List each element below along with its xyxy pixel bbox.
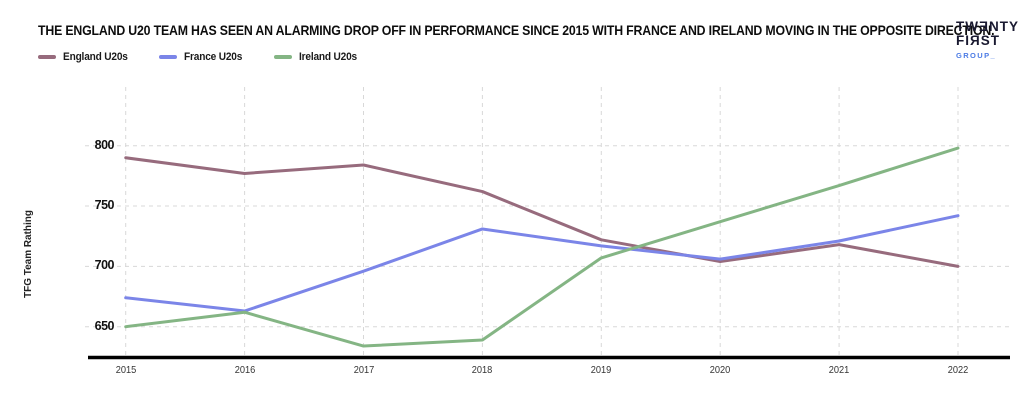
legend-marker bbox=[159, 55, 178, 59]
legend-marker bbox=[273, 55, 292, 59]
series-line-france-u20s bbox=[124, 214, 960, 313]
logo-word-first: FIЯST bbox=[956, 33, 1000, 48]
x-tick-label: 2019 bbox=[591, 364, 612, 376]
y-axis-title: TFG Team Rathing bbox=[22, 210, 34, 298]
series-line-ireland-u20s bbox=[124, 146, 960, 348]
y-tick-label: 650 bbox=[94, 318, 115, 333]
x-tick-label: 2017 bbox=[353, 364, 374, 376]
x-tick-label: 2016 bbox=[234, 364, 255, 376]
logo-word-twenty: TWƎNTY bbox=[956, 19, 1019, 34]
legend-item-ireland-u20s: Ireland U20s bbox=[273, 51, 362, 63]
x-tick-label: 2020 bbox=[709, 364, 731, 376]
legend-label: France U20s bbox=[184, 51, 243, 63]
legend-item-france-u20s: France U20s bbox=[159, 51, 247, 63]
y-tick-label: 800 bbox=[94, 137, 115, 152]
logo-word-group: GROUP_ bbox=[956, 51, 997, 60]
y-tick-label: 700 bbox=[94, 258, 115, 273]
x-tick-label: 2018 bbox=[472, 364, 493, 376]
chart-legend: England U20s France U20s Ireland U20s bbox=[38, 51, 362, 63]
twenty-first-group-logo: TWƎNTY FIЯST GROUP_ bbox=[956, 20, 1019, 60]
legend-label: England U20s bbox=[63, 51, 128, 63]
x-tick-label: 2021 bbox=[828, 364, 850, 376]
legend-label: Ireland U20s bbox=[298, 51, 357, 63]
page-title: THE ENGLAND U20 TEAM HAS SEEN AN ALARMIN… bbox=[38, 22, 995, 38]
legend-item-england-u20s: England U20s bbox=[38, 51, 133, 63]
x-tick-label: 2015 bbox=[115, 364, 136, 376]
legend-marker bbox=[38, 55, 56, 59]
x-tick-label: 2022 bbox=[947, 364, 969, 376]
series-line-england-u20s bbox=[124, 156, 960, 268]
y-tick-label: 750 bbox=[94, 198, 115, 213]
